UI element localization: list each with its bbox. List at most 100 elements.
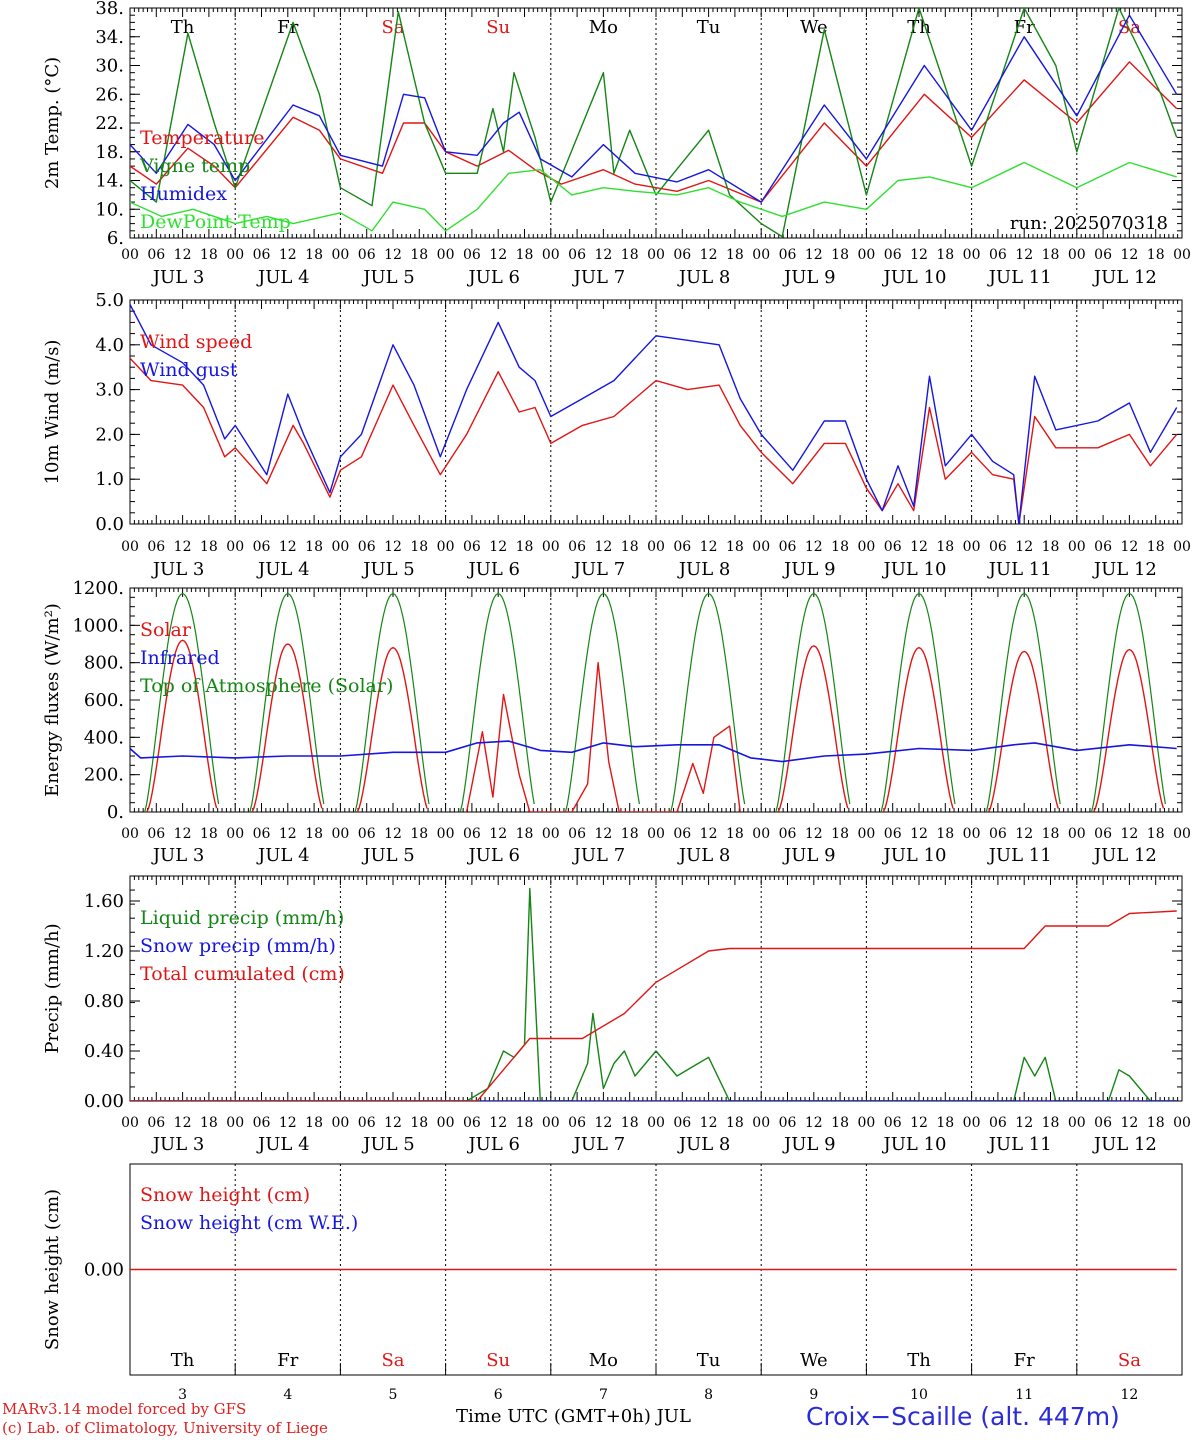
x-date-label: JUL 5 — [361, 267, 415, 288]
panel-wind: 0.0 1.0 2.0 3.0 4.0 5.0 10m Wind (m/s) 00 06 12 18… — [42, 290, 1191, 580]
x-hour-label: 12 — [700, 826, 718, 842]
x-dow-label: Su — [486, 1350, 510, 1371]
x-dow-label: Sa — [381, 1350, 404, 1371]
y-tick-label: 1200. — [72, 578, 124, 599]
y-tick-label: 38. — [95, 0, 124, 19]
series-toa-solar-line — [775, 593, 851, 812]
x-hour-label: 12 — [1120, 1115, 1138, 1131]
x-dow-label: Fr — [277, 1350, 298, 1371]
x-hour-label: 00 — [542, 539, 560, 555]
panel-temperature: 6. 10. 14. 18. 22. 26. 30. 34. 38. 2m Temp. (°C) 0… — [42, 0, 1191, 288]
x-date-label: JUL 10 — [882, 845, 947, 866]
x-hour-label: 00 — [331, 1115, 349, 1131]
x-hour-label: 12 — [489, 826, 507, 842]
x-hour-label: 18 — [726, 826, 744, 842]
x-dow-label: Th — [907, 1350, 931, 1371]
x-dow-label: Th — [907, 17, 931, 38]
x-hour-label: 18 — [1147, 1115, 1165, 1131]
series-group — [130, 593, 1177, 812]
x-hour-label: 06 — [147, 247, 165, 263]
x-hour-label: 12 — [1015, 1115, 1033, 1131]
x-hour-label: 18 — [936, 539, 954, 555]
x-hour-label: 12 — [1120, 247, 1138, 263]
x-hour-label: 00 — [121, 826, 139, 842]
panel-energy: 0. 200. 400. 600. 800. 1000. 1200. Energy fluxe… — [42, 578, 1191, 866]
x-dow-label: Sa — [1118, 17, 1141, 38]
x-hour-label: 12 — [594, 826, 612, 842]
x-hour-label: 18 — [305, 247, 323, 263]
x-date-label: JUL 7 — [572, 559, 626, 580]
x-hour-label: 18 — [305, 826, 323, 842]
x-hour-label: 00 — [1173, 826, 1191, 842]
x-dow-label: Fr — [1014, 1350, 1035, 1371]
x-hour-label: 12 — [1015, 826, 1033, 842]
x-hour-label: 00 — [1068, 539, 1086, 555]
y-tick-label: 34. — [95, 27, 124, 48]
x-date-number: 9 — [809, 1387, 818, 1403]
legend-entry: Snow height (cm W.E.) — [140, 1212, 358, 1234]
x-hour-label: 18 — [516, 826, 534, 842]
x-date-label: JUL 8 — [677, 845, 731, 866]
x-hour-label: 06 — [989, 539, 1007, 555]
y-tick-label: 6. — [107, 228, 124, 249]
x-date-number: 8 — [704, 1387, 713, 1403]
x-hour-label: 18 — [410, 1115, 428, 1131]
x-date-label: JUL 5 — [361, 845, 415, 866]
x-hour-label: 18 — [621, 539, 639, 555]
x-hour-label: 06 — [989, 247, 1007, 263]
y-tick-label: 18. — [95, 142, 124, 163]
y-axis-label: Energy fluxes (W/m²) — [42, 603, 63, 797]
series-solar-line — [146, 639, 218, 812]
x-dow-label: Mo — [589, 17, 618, 38]
x-date-label: JUL 4 — [256, 845, 310, 866]
x-date-number: 11 — [1015, 1387, 1033, 1403]
x-hour-label: 00 — [226, 539, 244, 555]
x-hour-label: 00 — [542, 247, 560, 263]
x-hour-label: 12 — [1120, 539, 1138, 555]
x-hour-label: 00 — [437, 539, 455, 555]
x-hour-label: 18 — [1042, 539, 1060, 555]
x-hour-label: 06 — [1094, 1115, 1112, 1131]
x-date-label: JUL 12 — [1092, 267, 1157, 288]
x-date-label: JUL 9 — [782, 845, 836, 866]
x-hour-label: 12 — [489, 1115, 507, 1131]
series-toa-solar-line — [564, 593, 640, 812]
y-tick-label: 0.80 — [84, 991, 124, 1012]
x-date-label: JUL 11 — [987, 845, 1052, 866]
x-dow-label: Sa — [1118, 1350, 1141, 1371]
x-hour-label: 12 — [805, 826, 823, 842]
x-date-label: JUL 6 — [466, 267, 520, 288]
x-date-label: JUL 10 — [882, 267, 947, 288]
x-hour-label: 00 — [752, 826, 770, 842]
x-hour-label: 00 — [331, 826, 349, 842]
series-solar-line — [465, 662, 741, 812]
x-hour-label: 06 — [1094, 539, 1112, 555]
x-dow-label: Th — [171, 1350, 195, 1371]
y-tick-label: 1.20 — [84, 941, 124, 962]
x-hour-label: 00 — [1068, 1115, 1086, 1131]
x-hour-label: 18 — [305, 539, 323, 555]
x-hour-label: 18 — [410, 539, 428, 555]
x-hour-label: 06 — [779, 539, 797, 555]
x-date-label: JUL 10 — [882, 559, 947, 580]
x-date-label: JUL 3 — [151, 559, 205, 580]
x-hour-label: 18 — [936, 1115, 954, 1131]
y-tick-label: 10. — [95, 199, 124, 220]
x-date-label: JUL 6 — [466, 1134, 520, 1155]
legend-entry: Wind speed — [140, 331, 252, 353]
x-hour-label: 06 — [884, 826, 902, 842]
x-hour-label: 06 — [779, 247, 797, 263]
y-axis-label: 10m Wind (m/s) — [42, 340, 63, 485]
x-hour-label: 00 — [121, 1115, 139, 1131]
series-toa-solar-line — [354, 593, 430, 812]
x-hour-label: 06 — [1094, 247, 1112, 263]
x-date-label: JUL 8 — [677, 1134, 731, 1155]
y-axis-label: Snow height (cm) — [42, 1189, 63, 1350]
x-hour-label: 06 — [358, 826, 376, 842]
x-hour-label: 12 — [805, 1115, 823, 1131]
x-date-number: 6 — [494, 1387, 503, 1403]
series-solar-line — [251, 643, 323, 812]
x-dow-label: Mo — [589, 1350, 618, 1371]
x-date-label: JUL 9 — [782, 559, 836, 580]
